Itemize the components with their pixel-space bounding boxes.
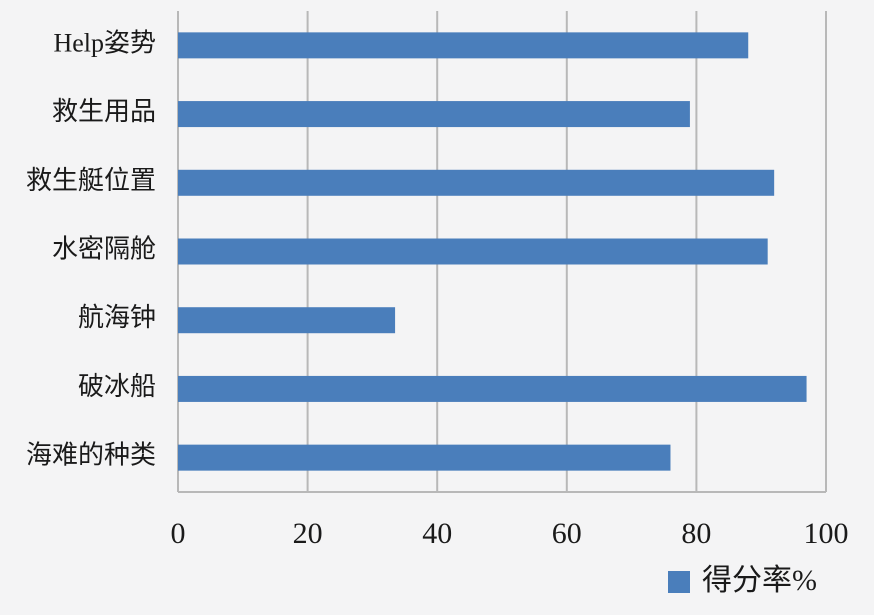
x-tick-label: 0 — [171, 517, 186, 550]
bar — [178, 32, 749, 59]
bar — [178, 169, 775, 196]
x-tick-label: 100 — [804, 517, 849, 550]
y-tick-label: 救生艇位置 — [26, 166, 156, 195]
y-tick-label: 救生用品 — [52, 97, 156, 126]
x-tick-label: 40 — [422, 517, 452, 550]
y-tick-label: Help姿势 — [53, 28, 156, 57]
legend-swatch — [668, 571, 690, 593]
bar — [178, 101, 690, 128]
y-tick-label: 水密隔舱 — [52, 234, 156, 263]
bar — [178, 375, 807, 402]
x-tick-label: 20 — [293, 517, 323, 550]
x-tick-label: 60 — [552, 517, 582, 550]
bar — [178, 307, 396, 334]
y-tick-label: 海难的种类 — [26, 441, 156, 470]
y-tick-label: 破冰船 — [78, 372, 156, 401]
x-tick-label: 80 — [681, 517, 711, 550]
bar — [178, 238, 768, 265]
legend-label: 得分率% — [702, 564, 817, 597]
bar — [178, 444, 671, 471]
y-tick-label: 航海钟 — [78, 303, 156, 332]
